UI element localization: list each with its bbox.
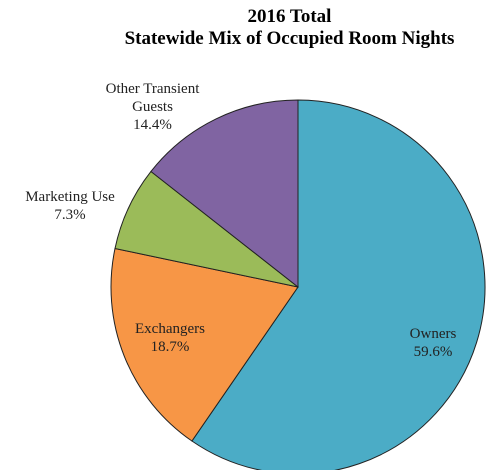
category-label: Owners — [409, 326, 457, 342]
value-label: 59.6% — [413, 344, 453, 360]
pie-slice — [110, 247, 299, 442]
chart-title: Statewide Mix of Occupied Room Nights — [124, 28, 455, 49]
pie-slice — [191, 99, 486, 470]
category-label: Other Transient Guests — [105, 81, 200, 115]
category-label: Exchangers — [135, 321, 205, 337]
category-label: Marketing Use — [25, 189, 115, 205]
slice-label: Owners 59.6% — [398, 325, 468, 361]
value-label: 7.3% — [54, 207, 86, 223]
slice-label: Other Transient Guests 14.4% — [90, 80, 215, 134]
chart-title: 2016 Total — [247, 6, 332, 27]
value-label: 18.7% — [150, 339, 190, 355]
pie-slice — [150, 99, 299, 289]
slice-label: Marketing Use 7.3% — [10, 188, 130, 224]
slice-label: Exchangers 18.7% — [130, 320, 210, 356]
value-label: 14.4% — [133, 117, 172, 133]
